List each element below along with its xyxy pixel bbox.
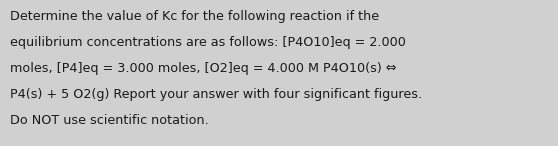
Text: P4(s) + 5 O2(g) Report your answer with four significant figures.: P4(s) + 5 O2(g) Report your answer with …: [10, 88, 422, 101]
Text: equilibrium concentrations are as follows: [P4O10]eq = 2.000: equilibrium concentrations are as follow…: [10, 36, 406, 49]
Text: Do NOT use scientific notation.: Do NOT use scientific notation.: [10, 114, 209, 127]
Text: moles, [P4]eq = 3.000 moles, [O2]eq = 4.000 M P4O10(s) ⇔: moles, [P4]eq = 3.000 moles, [O2]eq = 4.…: [10, 62, 396, 75]
Text: Determine the value of Kc for the following reaction if the: Determine the value of Kc for the follow…: [10, 10, 379, 23]
